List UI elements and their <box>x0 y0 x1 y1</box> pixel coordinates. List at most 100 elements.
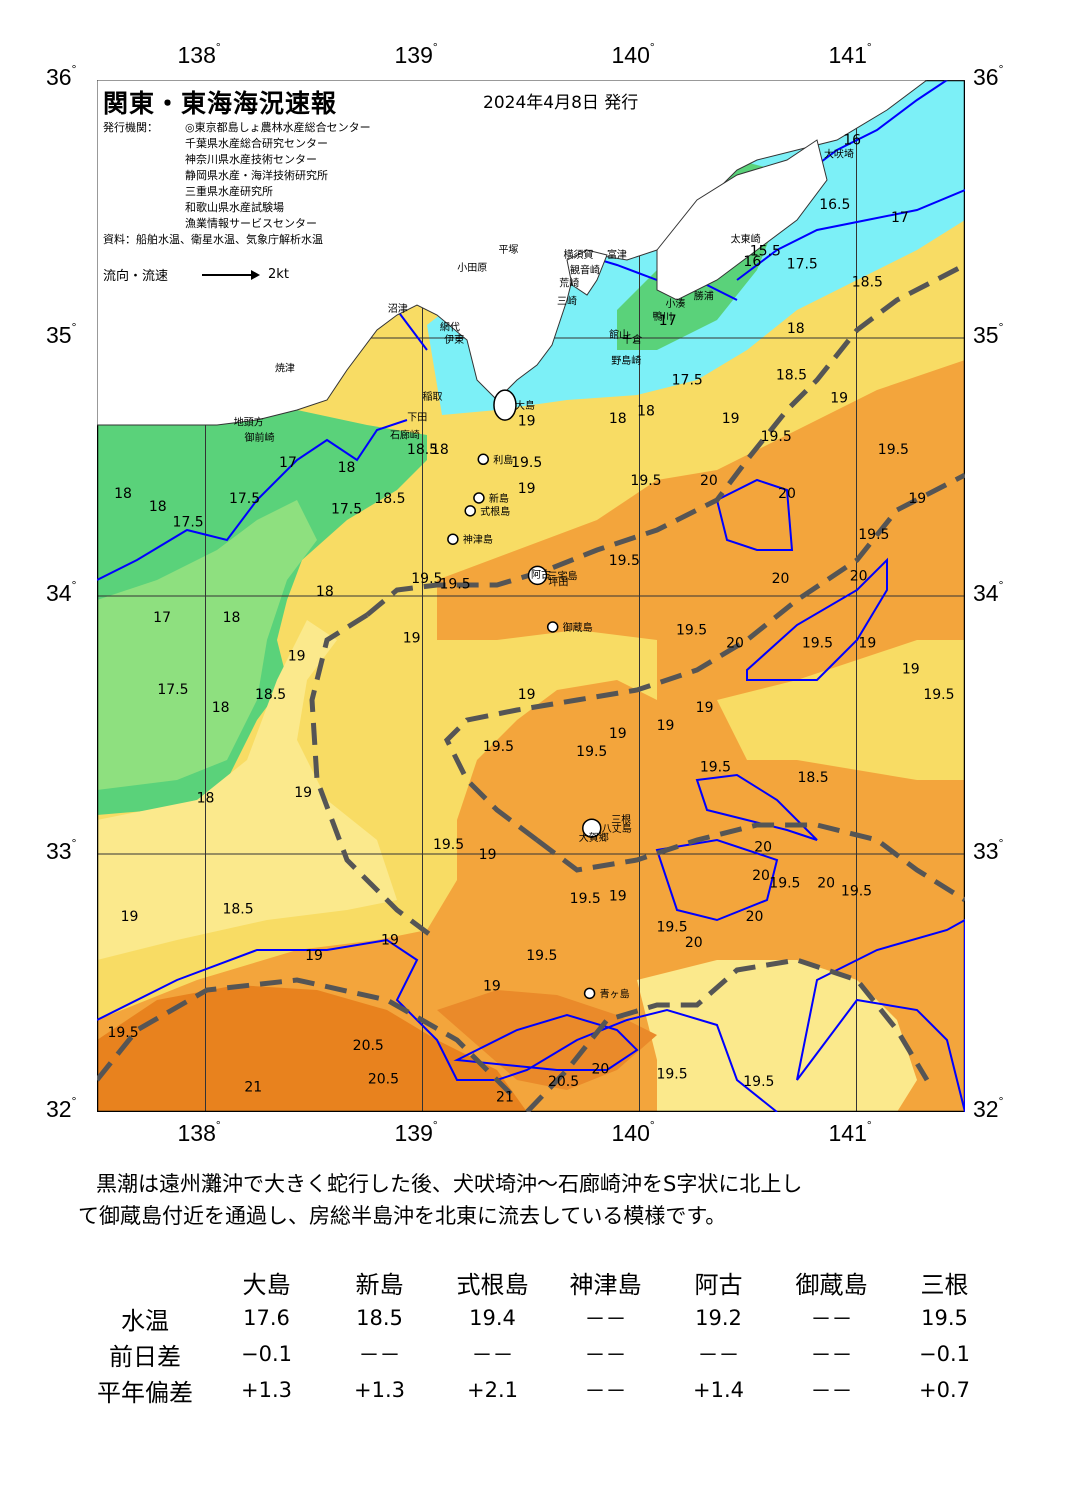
place-label: 坪田 <box>548 576 568 589</box>
table-cell: －－ <box>584 1307 627 1331</box>
place-label: 三崎 <box>557 294 577 307</box>
summary-line-1: 黒潮は遠州灘沖で大きく蛇行した後、犬吠埼沖～石廊崎沖をS字状に北上し <box>96 1172 803 1196</box>
degree-symbol: ° <box>998 320 1004 334</box>
place-label: 焼津 <box>275 363 295 375</box>
lat-label: 32° <box>46 1094 77 1123</box>
table-cell: 17.6 <box>243 1306 290 1330</box>
isotherm-label: 19.5 <box>526 948 557 964</box>
isotherm-label: 16 <box>843 133 861 149</box>
lat-label: 36° <box>973 62 1003 91</box>
isotherm-label: 19 <box>609 726 627 742</box>
lat-label: 35° <box>46 320 76 349</box>
lat-label-value: 33 <box>46 838 72 864</box>
isotherm-label: 19.5 <box>433 837 464 853</box>
islands <box>447 389 602 1000</box>
island-shape <box>583 987 596 1000</box>
isotherm-label: 19 <box>722 411 740 427</box>
summary-line-2: て御蔵島付近を通過し、房総半島沖を北東に流去している模様です。 <box>78 1204 727 1228</box>
island-shape <box>527 565 548 586</box>
degree-symbol: ° <box>71 1094 77 1108</box>
isotherm-line <box>453 1013 639 1071</box>
sst-zone-mid-light <box>97 620 397 960</box>
degree-symbol: ° <box>432 1118 438 1132</box>
isotherm-label: 21 <box>244 1079 262 1095</box>
isotherm-label: 18 <box>197 790 215 806</box>
place-label: 阿古 <box>531 568 551 581</box>
lat-label-value: 36 <box>46 64 72 90</box>
issuer-1: 千葉県水産総合研究センター <box>185 137 328 150</box>
place-label: 稲取 <box>423 391 443 403</box>
lat-label-value: 35 <box>973 322 999 348</box>
lon-label: 139° <box>395 1118 438 1147</box>
sst-zone-cold-2 <box>97 500 317 790</box>
isotherm-label: 18 <box>609 411 627 427</box>
isotherm-label: 21 <box>496 1090 514 1106</box>
kuroshio-axis <box>95 262 967 1114</box>
sea-temperature-map: 大島 利島 新島 式根島 神津島 三宅島 御蔵島 八丈島 青ヶ島 大吠埼 太東崎 勝浦 小湊 鴨川 千倉 野島… <box>95 79 967 1114</box>
lon-label-value: 138 <box>177 1120 216 1146</box>
data-source: 資料：船舶水温、衛星水温、気象庁解析水温 <box>103 232 371 248</box>
place-label: 沼津 <box>388 302 408 315</box>
isotherm-line <box>796 79 948 181</box>
sst-zone-mid-east <box>717 640 965 780</box>
isotherm-label: 19 <box>288 649 306 665</box>
kuroshio-axis-south <box>535 822 967 903</box>
place-label: 地頭方 <box>234 416 264 429</box>
isotherm-label: 19 <box>121 909 139 925</box>
isotherm-label: 19.5 <box>107 1025 138 1041</box>
isotherm-label: 18.5 <box>852 274 883 290</box>
isotherm-label: 18.5 <box>798 770 829 786</box>
place-label: 伊東 <box>444 333 464 346</box>
issuer-5: 和歌山県水産試験場 <box>185 201 284 214</box>
isotherm-label: 18.5 <box>255 687 286 703</box>
degree-symbol: ° <box>649 1118 655 1132</box>
lat-label-value: 34 <box>46 580 72 606</box>
place-label: 荒崎 <box>559 276 579 289</box>
flow-legend-label: 流向・流速 <box>103 269 169 284</box>
isotherm-label: 18 <box>316 584 334 600</box>
land <box>96 79 965 426</box>
lon-label-value: 140 <box>611 1120 650 1146</box>
kuroshio-axis-meander <box>525 957 930 1114</box>
island-label: 式根島 <box>480 505 510 518</box>
lat-label-value: 32 <box>46 1096 72 1122</box>
isotherm-label: 19.5 <box>761 429 792 445</box>
isotherm-label: 18 <box>787 321 805 337</box>
issuer-0: ◎東京都島しょ農林水産総合センター <box>185 121 371 134</box>
issuer-row: 発行機関： ◎東京都島しょ農林水産総合センター <box>103 120 371 136</box>
isotherm-label: 18 <box>149 499 167 515</box>
isotherm-label: 19.5 <box>656 1066 687 1082</box>
isotherm-label: 18 <box>212 700 230 716</box>
lat-label: 32° <box>973 1094 1003 1123</box>
isotherm-label: 19.5 <box>656 919 687 935</box>
isotherm-label: 19.5 <box>743 1074 774 1090</box>
isotherm-label: 16 <box>743 254 761 270</box>
issuer-2: 神奈川県水産技術センター <box>185 153 317 166</box>
place-label: 小湊 <box>666 297 686 310</box>
place-label: 太東崎 <box>731 233 761 246</box>
island-shape <box>477 453 490 466</box>
place-label: 御前崎 <box>245 431 275 444</box>
degree-symbol: ° <box>432 40 438 54</box>
kuroshio-axis-s-curve <box>365 262 967 617</box>
isotherm-label: 19.5 <box>576 744 607 760</box>
table-row: 平年偏差 +1.3 +1.3 +2.1 －－ +1.4 －－ +0.7 <box>80 1372 1001 1408</box>
column-header: 神津島 <box>569 1270 642 1299</box>
isotherm-label: 17 <box>891 210 909 226</box>
isotherm-line <box>655 838 779 922</box>
isotherm-label: 19.5 <box>841 883 872 899</box>
isotherm-label: 19.5 <box>483 739 514 755</box>
place-label: 観音崎 <box>570 264 600 277</box>
isotherm-label: 17.5 <box>672 372 703 388</box>
lon-label: 139° <box>395 40 438 69</box>
island-shape <box>582 818 602 838</box>
isotherm-label: 18 <box>431 442 449 458</box>
issuer-6: 漁業情報サービスセンター <box>185 217 317 230</box>
place-label: 網代 <box>440 320 460 333</box>
degree-symbol: ° <box>71 62 77 76</box>
map-title: 関東・東海海況速報 <box>103 89 338 118</box>
degree-symbol: ° <box>998 578 1004 592</box>
isotherm-label: 20 <box>592 1061 610 1077</box>
